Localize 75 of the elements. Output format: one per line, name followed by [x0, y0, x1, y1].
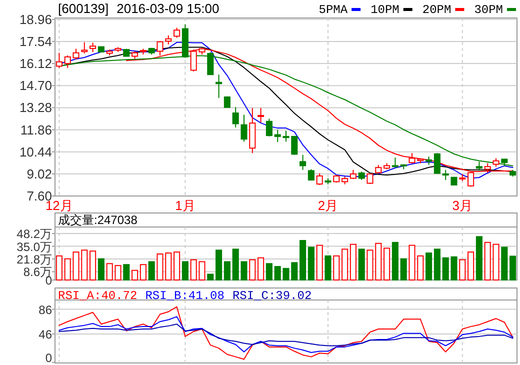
bar: [510, 256, 516, 280]
y-tick-label: 16.12: [19, 56, 52, 72]
y-tick-label: 13.28: [19, 100, 52, 116]
bar: [342, 248, 348, 280]
bar: [358, 248, 365, 280]
candlestick: [434, 152, 440, 174]
bar: [224, 261, 230, 280]
bar: [468, 252, 474, 280]
text: RSI_C:39.02: [232, 289, 312, 303]
bar: [174, 252, 180, 280]
candlestick: [300, 154, 306, 170]
chart-subtitle: 2016-03-09 15:00: [116, 1, 220, 16]
candlestick: [442, 169, 449, 180]
series-label: RSI_B:41.08: [145, 289, 224, 303]
legend-label: 30PM: [474, 3, 503, 17]
y-tick-label: 48.2万: [16, 227, 52, 242]
bar: [316, 244, 323, 280]
candlestick: [350, 169, 356, 180]
bar: [333, 255, 340, 280]
y-tick-label: 11.86: [20, 122, 52, 138]
y-tick-label: 35.0万: [16, 240, 52, 254]
bar: [400, 258, 407, 280]
candlestick: [232, 106, 239, 128]
bar: [148, 261, 155, 280]
bar: [266, 263, 272, 280]
bar: [216, 250, 222, 280]
bar: [258, 257, 264, 280]
candlestick: [316, 172, 323, 186]
candlestick: [90, 42, 96, 53]
y-tick-label: 0: [45, 351, 52, 365]
candlestick: [240, 114, 248, 142]
candlestick: [174, 27, 180, 38]
y-tick-label: 86: [38, 302, 52, 317]
chart-title: 成交量:247038: [58, 213, 138, 227]
y-tick-label: 10.44: [19, 144, 52, 160]
bar: [98, 258, 104, 280]
bar: [90, 250, 96, 280]
bar: [501, 246, 508, 280]
bar: [426, 252, 432, 280]
bar: [308, 246, 314, 280]
candlestick: [266, 118, 272, 137]
y-tick-label: 14.70: [19, 78, 52, 94]
series-label: RSI_A:40.72: [58, 289, 138, 303]
candlestick: [165, 34, 172, 45]
y-tick-label: 17.54: [19, 34, 52, 49]
bar: [392, 242, 398, 280]
bar: [182, 261, 188, 280]
candlestick: [216, 74, 222, 98]
bar: [132, 270, 138, 280]
y-tick-label: 18.96: [19, 12, 52, 27]
y-tick-label: 21.8万: [16, 252, 52, 266]
x-tick-label: 3月: [452, 198, 473, 213]
bar: [384, 248, 390, 280]
bar: [300, 240, 306, 280]
bar: [56, 255, 62, 280]
candlestick: [81, 42, 88, 54]
legend-label: 10PM: [370, 3, 400, 17]
bar: [140, 264, 146, 280]
candlestick: [258, 108, 264, 123]
bar: [476, 236, 482, 280]
x-tick-label: 1月: [175, 198, 196, 213]
legend-label: 5PMA: [318, 3, 348, 17]
bar: [434, 248, 440, 280]
x-tick-label: 2月: [318, 198, 338, 213]
y-tick-label: 9.02: [26, 166, 52, 182]
bar: [324, 255, 332, 280]
bar: [350, 244, 356, 280]
candlestick: [392, 157, 398, 168]
chart-title: [600139]: [58, 1, 109, 16]
legend-label: 20PM: [422, 3, 452, 17]
bar: [459, 259, 466, 280]
bar: [207, 274, 214, 280]
bar: [123, 264, 130, 280]
bar: [249, 259, 256, 280]
y-tick-label: 46: [38, 327, 52, 342]
